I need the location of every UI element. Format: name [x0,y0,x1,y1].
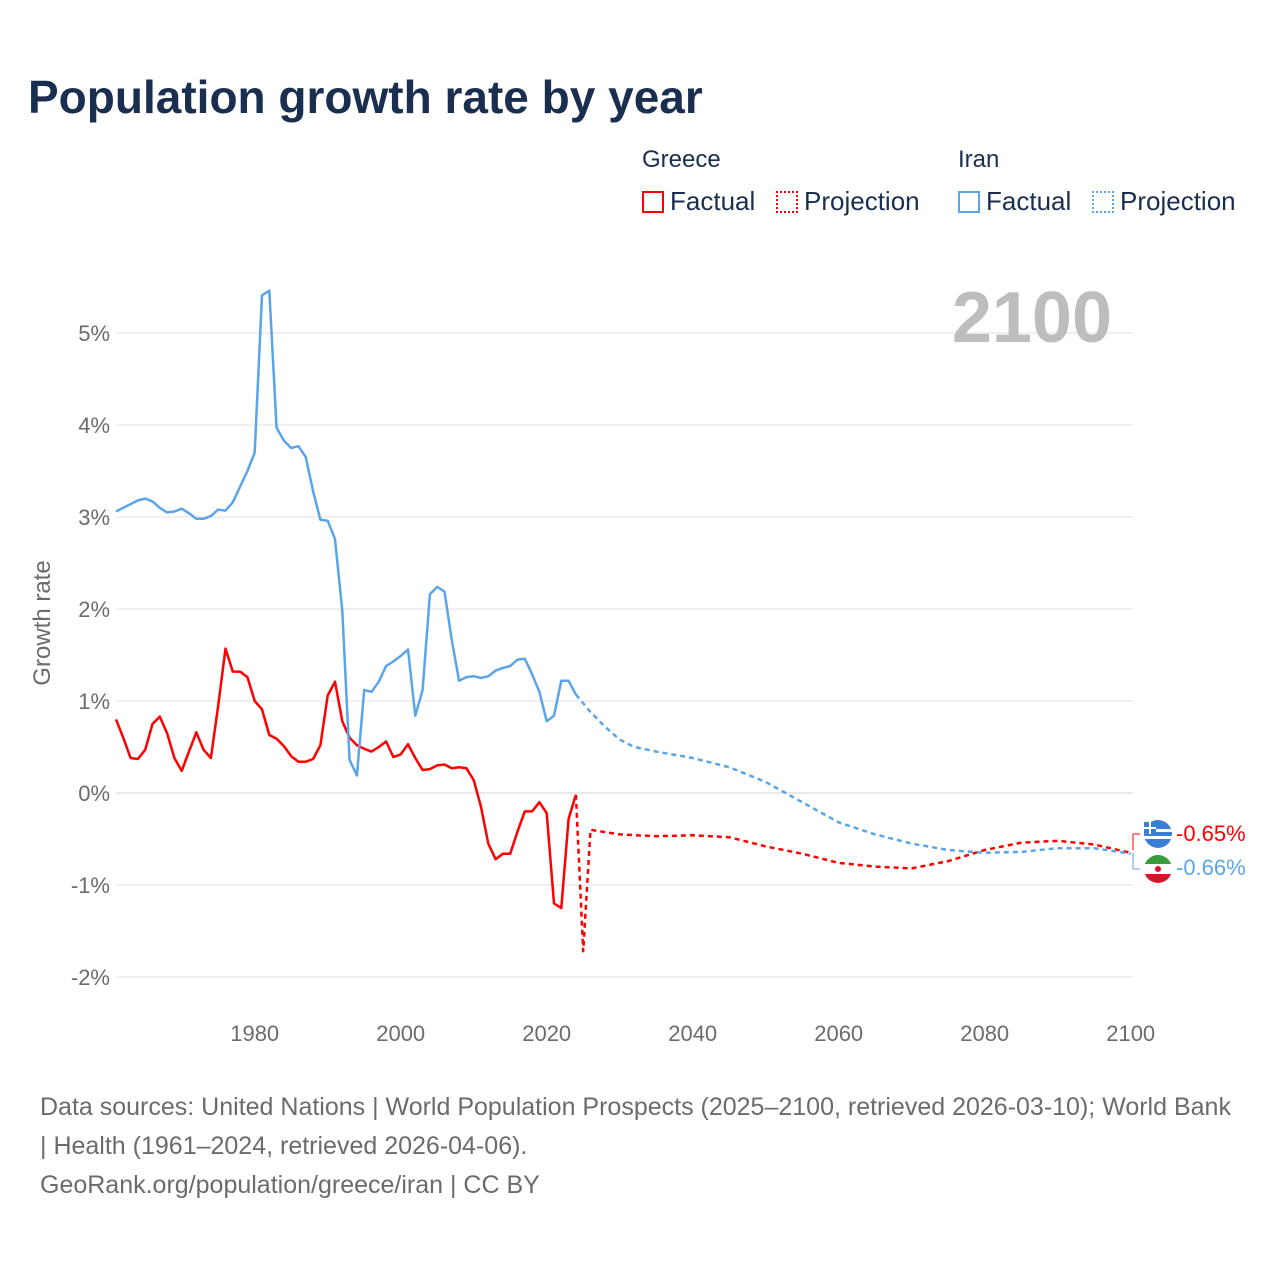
y-tick-label: 4% [78,413,110,438]
attribution-link[interactable]: GeoRank.org/population/greece/iran | CC … [40,1171,540,1199]
y-tick-label: -2% [71,965,110,990]
greece-flag-icon [1144,820,1172,848]
greece-end-connector [1132,833,1140,850]
legend-swatch-solid [958,190,980,213]
legend-swatch-dotted [1092,190,1114,213]
greece-end-value: -0.65% [1176,821,1246,846]
y-axis-label: Growth rate [29,560,56,685]
series-line-greece-factual [114,647,578,910]
legend-label: Factual [986,186,1072,216]
iran-end-value: -0.66% [1176,855,1246,880]
legend-label: Projection [1120,186,1236,216]
y-tick-label: -1% [71,873,110,898]
legend-group-greece: Greece [642,146,721,173]
x-tick-label: 2100 [1106,1021,1155,1046]
y-tick-label: 3% [78,505,110,530]
legend-greece-factual[interactable]: Factual [642,186,755,217]
legend-group-iran: Iran [958,146,1000,173]
series-line-iran-projection [574,693,1131,855]
legend-swatch-dotted [776,190,798,213]
year-indicator: 2100 [952,278,1112,358]
legend-greece-projection[interactable]: Projection [776,186,920,217]
x-tick-label: 2020 [522,1021,571,1046]
y-tick-label: 1% [78,689,110,714]
y-tick-label: 5% [78,321,110,346]
data-sources-text: Data sources: United Nations | World Pop… [40,1093,1231,1160]
legend-iran-factual[interactable]: Factual [958,186,1071,217]
legend-label: Factual [670,186,756,216]
y-tick-label: 0% [78,781,110,806]
page-title: Population growth rate by year [28,71,703,123]
iran-end-connector [1132,853,1140,870]
x-tick-label: 2060 [814,1021,863,1046]
legend-swatch-solid [642,190,664,213]
series-line-iran-factual [115,289,578,777]
x-tick-label: 1980 [230,1021,279,1046]
source-note: Data sources: United Nations | World Pop… [40,1088,1240,1205]
x-tick-label: 2000 [376,1021,425,1046]
legend-label: Projection [804,186,920,216]
iran-flag-icon [1144,855,1172,883]
x-tick-label: 2040 [668,1021,717,1046]
x-tick-label: 2080 [960,1021,1009,1046]
y-tick-label: 2% [78,597,110,622]
series-line-greece-projection [574,794,1131,953]
legend-iran-projection[interactable]: Projection [1092,186,1236,217]
